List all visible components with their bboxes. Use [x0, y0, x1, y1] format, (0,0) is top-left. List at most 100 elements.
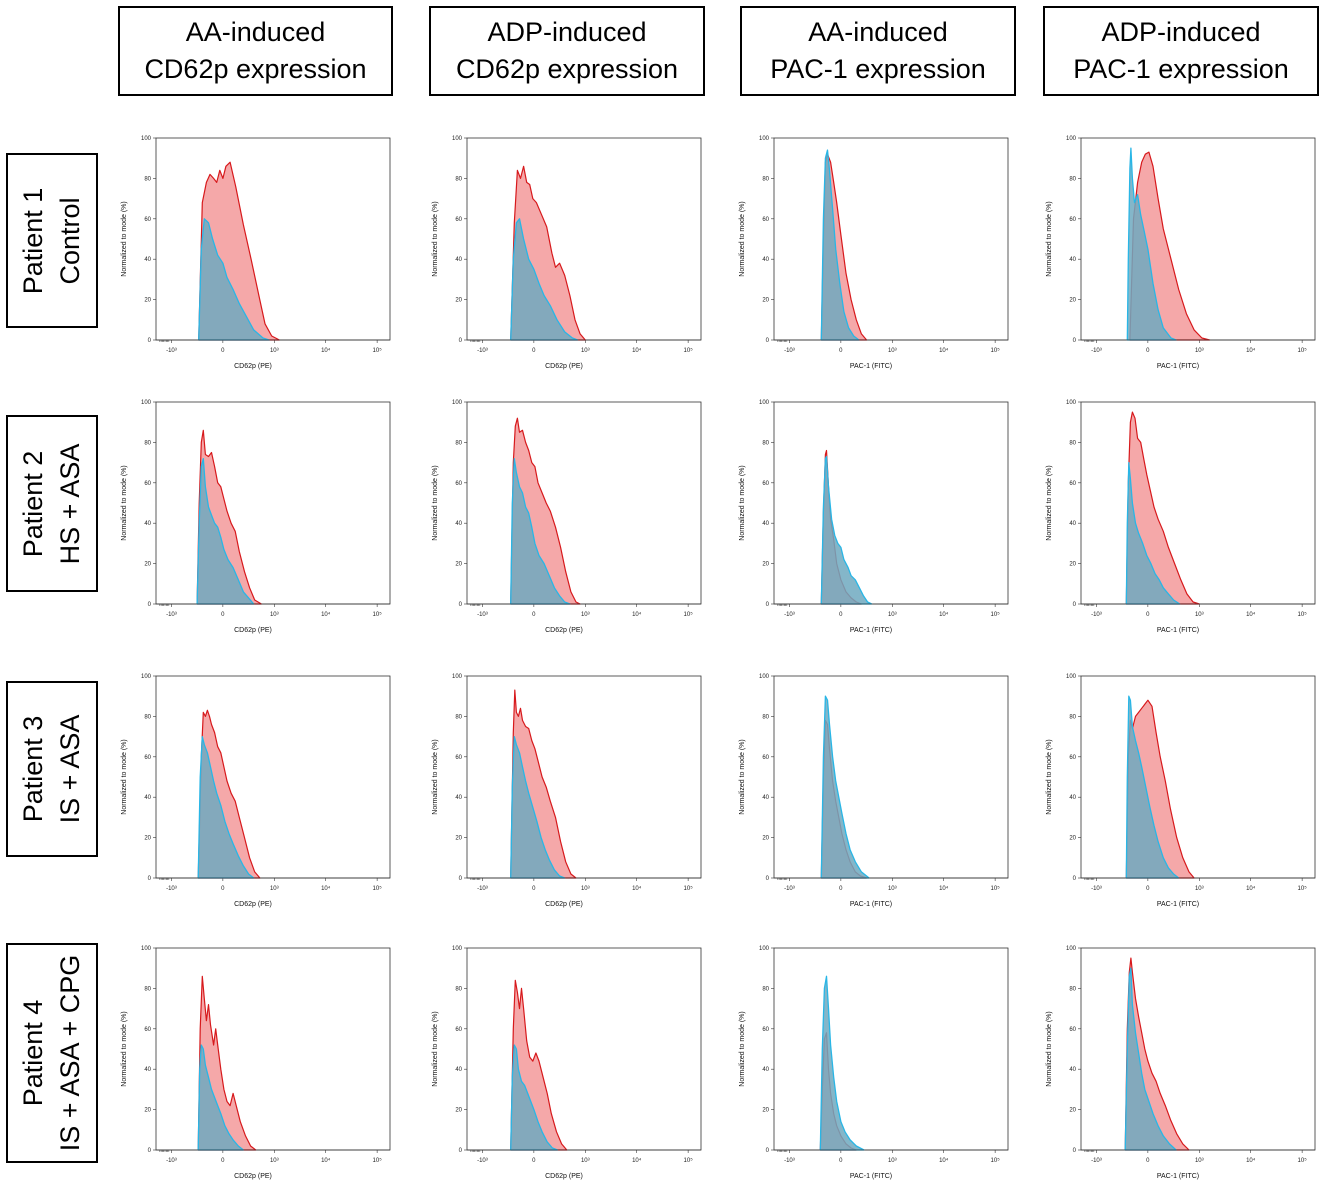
resting-histogram — [510, 1044, 559, 1151]
row-header-line2: Control — [55, 196, 85, 285]
column-header-line1: AA-induced — [185, 17, 326, 47]
y-tick-label: 0 — [766, 602, 770, 608]
y-axis-label: Normalized to mode (%) — [739, 465, 746, 540]
y-tick-label: 0 — [459, 876, 463, 882]
y-tick-label: 40 — [762, 521, 769, 527]
x-tick-label: 10⁵ — [991, 885, 1001, 892]
y-tick-label: 60 — [1069, 481, 1076, 487]
y-tick-label: 0 — [1073, 338, 1077, 344]
y-tick-label: 100 — [141, 136, 152, 142]
x-axis-label: PAC-1 (FITC) — [850, 1173, 892, 1180]
resting-histogram — [1124, 967, 1177, 1151]
plot-frame — [466, 675, 702, 879]
x-tick-label: 10⁴ — [1246, 1157, 1256, 1164]
y-tick-label: 60 — [144, 217, 151, 223]
y-tick-label: 100 — [141, 400, 152, 406]
y-tick-label: 0 — [148, 602, 152, 608]
column-header-line2: CD62p expression — [455, 54, 679, 84]
x-tick-label: 0 — [1146, 886, 1150, 892]
x-axis-label: PAC-1 (FITC) — [850, 363, 892, 370]
x-tick-label: 10⁴ — [1246, 611, 1256, 618]
y-tick-label: 20 — [762, 1108, 769, 1114]
x-tick-label: 10³ — [581, 1158, 590, 1164]
x-axis-label: CD62p (PE) — [234, 363, 272, 370]
y-tick-label: 100 — [759, 946, 770, 952]
plot-frame — [466, 947, 702, 1151]
y-tick-label: 20 — [1069, 1108, 1076, 1114]
x-tick-label: 0 — [221, 348, 225, 354]
y-tick-label: 60 — [144, 755, 151, 761]
y-tick-label: 40 — [455, 521, 462, 527]
x-axis-label: PAC-1 (FITC) — [850, 627, 892, 634]
column-header-line2: PAC-1 expression — [1073, 54, 1289, 84]
x-tick-label: -10³ — [784, 1158, 795, 1164]
histogram-r3-c2: 0 20 40 60 80 100 -10³ 0 10³ 10⁴ 10⁵ Normalized to … — [432, 674, 702, 908]
row-header-line1: Patient 3 — [18, 715, 48, 823]
y-tick-label: 60 — [1069, 755, 1076, 761]
y-tick-label: 20 — [144, 298, 151, 304]
column-header-4: ADP-induced PAC-1 expression — [1043, 6, 1319, 96]
column-header-1: AA-induced CD62p expression — [118, 6, 393, 96]
y-tick-label: 40 — [1069, 257, 1076, 263]
x-tick-label: -10³ — [784, 612, 795, 618]
x-tick-label: 10⁴ — [321, 1157, 331, 1164]
y-tick-label: 40 — [455, 257, 462, 263]
row-header-2: Patient 2 HS + ASA — [6, 415, 98, 592]
histogram-r1-c1: 0 20 40 60 80 100 -10³ 0 10³ 10⁴ 10⁵ Normalized to … — [121, 136, 391, 370]
y-tick-label: 40 — [1069, 795, 1076, 801]
resting-histogram — [819, 975, 865, 1151]
x-tick-label: 0 — [1146, 348, 1150, 354]
y-tick-label: 100 — [141, 946, 152, 952]
histogram-r4-c3: 0 20 40 60 80 100 -10³ 0 10³ 10⁴ 10⁵ Normalized to … — [739, 946, 1009, 1180]
x-tick-label: 10⁵ — [991, 611, 1001, 618]
y-tick-label: 80 — [144, 440, 151, 446]
y-tick-label: 60 — [455, 217, 462, 223]
x-tick-label: 10⁵ — [684, 611, 694, 618]
x-axis-label: CD62p (PE) — [545, 363, 583, 370]
x-axis-label: CD62p (PE) — [545, 627, 583, 634]
plot-frame — [466, 137, 702, 341]
x-axis-label: CD62p (PE) — [545, 1173, 583, 1180]
x-axis-label: PAC-1 (FITC) — [1157, 627, 1199, 634]
plot-frame — [155, 401, 391, 605]
histogram-r2-c3: 0 20 40 60 80 100 -10³ 0 10³ 10⁴ 10⁵ Normalized to … — [739, 400, 1009, 634]
x-tick-label: 10⁴ — [939, 885, 949, 892]
y-tick-label: 80 — [455, 986, 462, 992]
y-tick-label: 0 — [459, 602, 463, 608]
y-tick-label: 80 — [762, 440, 769, 446]
x-tick-label: 10⁵ — [684, 885, 694, 892]
x-tick-label: 10⁴ — [1246, 347, 1256, 354]
column-header-line2: PAC-1 expression — [770, 54, 986, 84]
column-header-line1: ADP-induced — [1101, 17, 1261, 47]
y-tick-label: 20 — [1069, 562, 1076, 568]
y-axis-label: Normalized to mode (%) — [1046, 1011, 1053, 1086]
y-tick-label: 20 — [455, 836, 462, 842]
y-tick-label: 60 — [1069, 217, 1076, 223]
y-tick-label: 80 — [144, 176, 151, 182]
row-header-line2: HS + ASA — [55, 443, 85, 564]
x-tick-label: 10³ — [581, 612, 590, 618]
histogram-r2-c1: 0 20 40 60 80 100 -10³ 0 10³ 10⁴ 10⁵ Normalized to … — [121, 400, 391, 634]
histogram-r3-c1: 0 20 40 60 80 100 -10³ 0 10³ 10⁴ 10⁵ Normalized to … — [121, 674, 391, 908]
y-tick-label: 100 — [1066, 674, 1077, 680]
y-tick-label: 40 — [1069, 1067, 1076, 1073]
x-tick-label: 10³ — [270, 348, 279, 354]
resting-histogram — [196, 457, 255, 605]
y-tick-label: 100 — [1066, 946, 1077, 952]
row-header-1: Patient 1 Control — [6, 153, 98, 328]
x-tick-label: -10³ — [477, 348, 488, 354]
y-tick-label: 20 — [1069, 836, 1076, 842]
y-axis-label: Normalized to mode (%) — [121, 1011, 128, 1086]
y-tick-label: 20 — [144, 836, 151, 842]
x-tick-label: 0 — [532, 612, 536, 618]
x-tick-label: 10⁴ — [939, 611, 949, 618]
x-tick-label: 10³ — [270, 1158, 279, 1164]
column-header-line1: ADP-induced — [487, 17, 647, 47]
x-tick-label: 10⁵ — [684, 347, 694, 354]
x-axis-label: PAC-1 (FITC) — [1157, 363, 1199, 370]
y-tick-label: 80 — [144, 986, 151, 992]
y-tick-label: 40 — [455, 1067, 462, 1073]
y-tick-label: 40 — [144, 521, 151, 527]
x-tick-label: 10⁴ — [1246, 885, 1256, 892]
x-axis-label: PAC-1 (FITC) — [850, 901, 892, 908]
